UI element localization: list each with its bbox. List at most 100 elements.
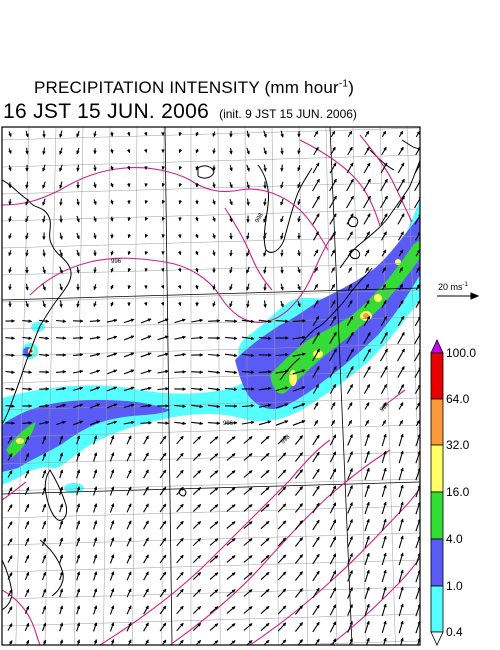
wind-vector-head — [315, 162, 320, 167]
wind-vector-head — [349, 603, 353, 608]
wind-vector-head — [76, 435, 81, 440]
wind-vector-head — [383, 146, 387, 151]
wind-vector-head — [366, 501, 370, 506]
wind-vector-head — [128, 605, 132, 610]
wind-vector-head — [127, 234, 132, 239]
wind-vector-head — [316, 570, 320, 575]
wind-vector-head — [299, 639, 303, 644]
wind-vector-head — [314, 130, 318, 135]
wind-vector-head — [383, 467, 387, 472]
wind-vector-head — [349, 552, 353, 557]
wind-vector-head — [197, 435, 202, 440]
wind-vector-head — [76, 201, 80, 206]
wind-vector-head — [332, 451, 336, 456]
wind-vector-head — [263, 287, 267, 292]
wind-vector-head — [147, 369, 152, 374]
chart-title: PRECIPITATION INTENSITY (mm hour-1) — [34, 78, 354, 98]
wind-vector-head — [349, 162, 354, 167]
wind-vector-head — [246, 252, 250, 257]
wind-vector-head — [59, 605, 64, 610]
isobar-label: 996 — [111, 259, 122, 265]
wind-vector-head — [366, 231, 370, 236]
wind-vector-head — [316, 621, 320, 626]
wind-vector-head — [265, 622, 270, 627]
wind-vector-head — [246, 286, 250, 291]
wind-vector-head — [144, 216, 149, 222]
wind-vector-head — [316, 348, 320, 353]
wind-vector-head — [165, 387, 170, 391]
wind-vector — [414, 214, 420, 225]
wind-vector-head — [383, 383, 387, 389]
wind-vector-head — [349, 620, 353, 625]
wind-vector-head — [42, 134, 46, 139]
wind-vector-head — [182, 387, 187, 391]
wind-vector-head — [282, 588, 287, 593]
isobar-label: 996 — [379, 402, 391, 414]
title-exponent: -1 — [338, 78, 349, 90]
wind-vector-head — [42, 218, 46, 223]
wind-vector-head — [316, 365, 320, 371]
wind-vector-head — [143, 149, 148, 154]
wind-vector-head — [263, 235, 267, 240]
wind-vector-head — [297, 269, 301, 274]
wind-vector-head — [314, 249, 319, 254]
wind-vector-head — [145, 486, 149, 491]
wind-vector-head — [231, 470, 236, 474]
wind-vector-head — [315, 146, 319, 151]
wind-vector-head — [299, 469, 303, 474]
wind-vector-head — [110, 503, 115, 508]
wind-vector-head — [400, 383, 404, 389]
wind-vector-head — [195, 132, 200, 137]
wind-vector-head — [299, 537, 303, 542]
wind-vector-head — [400, 162, 405, 167]
wind-vector-head — [42, 151, 46, 155]
wind-vector-head — [76, 235, 80, 240]
wind-vector-head — [182, 421, 187, 426]
wind-vector-head — [8, 184, 12, 189]
wind-vector-head — [212, 167, 216, 172]
wind-vector-head — [383, 484, 387, 489]
wind-vector-head — [231, 487, 236, 491]
wind-vector-head — [25, 571, 30, 576]
wind-vector-head — [182, 335, 187, 340]
wind-vector-head — [127, 285, 132, 290]
legend-label-32: 32.0 — [446, 438, 470, 452]
wind-vector-head — [93, 469, 98, 474]
wind-vector-head — [299, 486, 303, 491]
wind-vector-head — [130, 420, 135, 425]
wind-vector-head — [11, 404, 16, 408]
wind-vector-head — [332, 315, 337, 320]
wind-vector-head — [59, 202, 63, 206]
wind-vector-head — [216, 421, 221, 425]
wind-vector-head — [127, 302, 131, 307]
wind-vector-head — [143, 302, 148, 307]
wind-vector-head — [280, 286, 284, 291]
wind-vector-head — [401, 331, 405, 336]
wind-vector-head — [265, 503, 270, 508]
wind-vector-head — [113, 352, 118, 356]
wind-vector-head — [214, 453, 219, 457]
wind-vector-head — [59, 571, 64, 576]
wind-vector-head — [8, 235, 12, 240]
wind-vector-head — [42, 469, 47, 474]
wind-vector-head — [212, 184, 216, 189]
wind-vector-head — [229, 201, 233, 206]
wind-vector-head — [145, 639, 149, 644]
wind-vector-head — [316, 468, 320, 473]
wind-vector-head — [179, 571, 184, 576]
wind-vector-head — [246, 303, 250, 308]
wind-vector-head — [248, 623, 253, 627]
wind-vector-head — [314, 266, 318, 272]
wind-vector-head — [128, 520, 132, 525]
wind-vector-head — [179, 605, 184, 610]
wind-vector-head — [79, 420, 84, 424]
wind-vector-head — [197, 554, 202, 559]
wind-vector-head — [297, 252, 301, 257]
wind-vector-head — [179, 554, 184, 559]
wind-vector-head — [299, 588, 303, 593]
wind-vector-head — [297, 150, 301, 155]
wind-vector-head — [366, 315, 371, 320]
wind-vector-head — [164, 335, 169, 339]
wind-vector-head — [93, 252, 97, 257]
wind-vector-head — [76, 605, 81, 610]
